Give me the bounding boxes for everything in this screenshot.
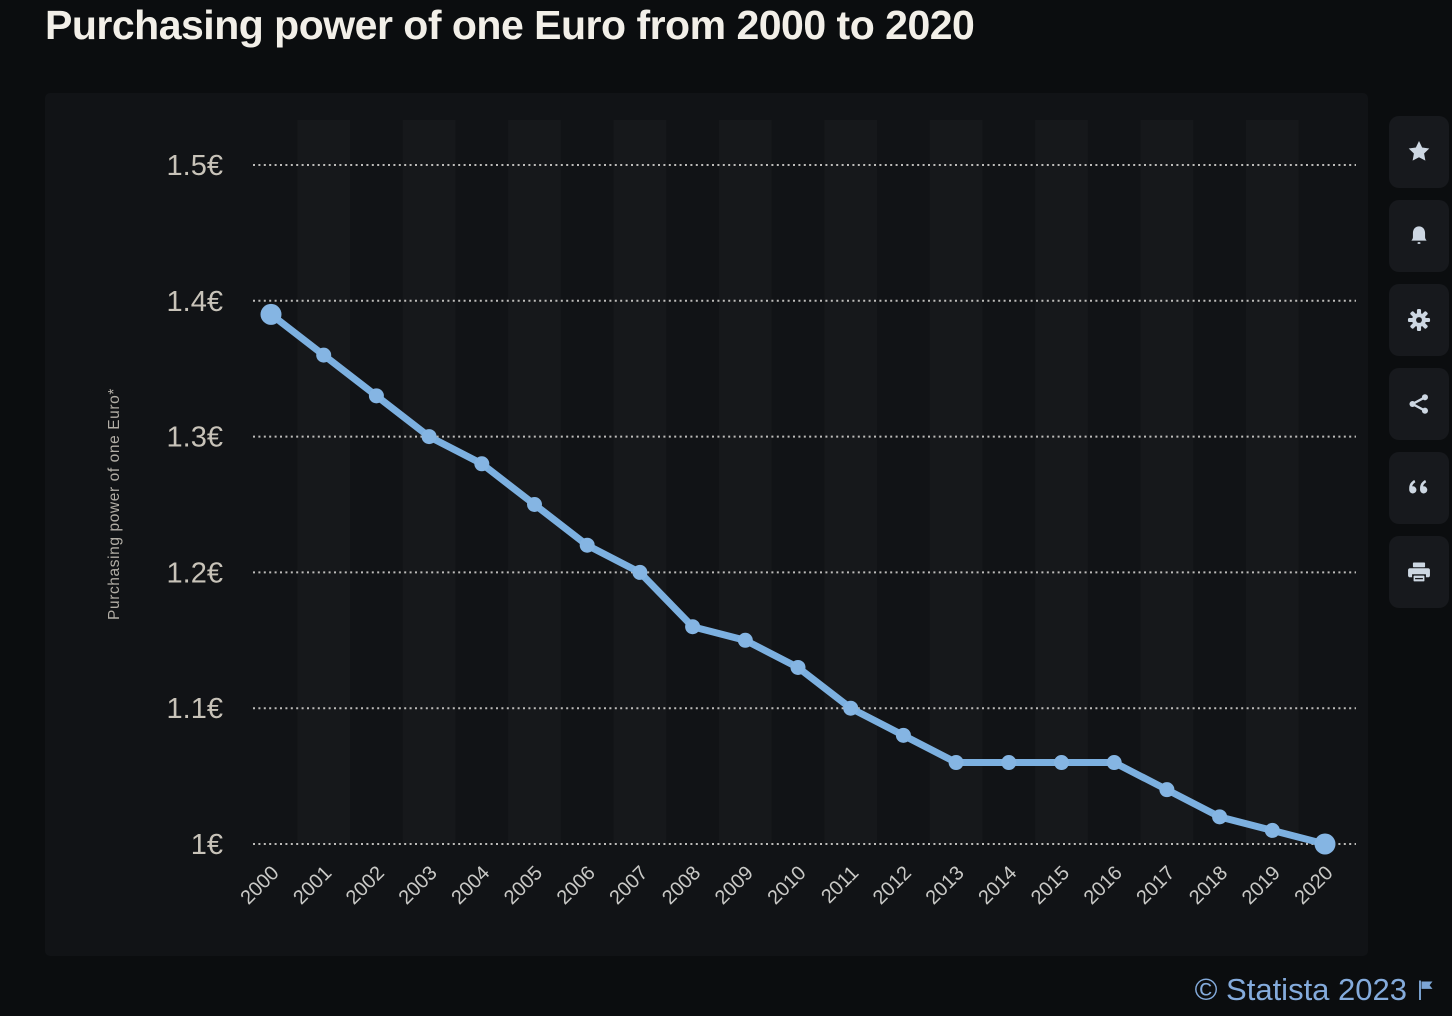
quote-icon bbox=[1409, 479, 1428, 494]
statista-copyright-link[interactable]: © Statista 2023 bbox=[1194, 972, 1407, 1007]
share-button[interactable] bbox=[1389, 368, 1449, 440]
printer-icon bbox=[1408, 562, 1430, 582]
bell-icon bbox=[1411, 226, 1427, 244]
action-sidebar bbox=[1389, 116, 1449, 608]
gear-icon bbox=[1407, 308, 1431, 332]
cite-button[interactable] bbox=[1389, 452, 1449, 524]
settings-button[interactable] bbox=[1389, 284, 1449, 356]
print-button[interactable] bbox=[1389, 536, 1449, 608]
flag-icon[interactable] bbox=[1417, 979, 1436, 1001]
star-icon bbox=[1408, 140, 1430, 161]
chart-panel bbox=[45, 93, 1368, 956]
footer: © Statista 2023 bbox=[1195, 972, 1436, 1008]
page-title: Purchasing power of one Euro from 2000 t… bbox=[45, 2, 975, 48]
notifications-button[interactable] bbox=[1389, 200, 1449, 272]
share-icon bbox=[1409, 394, 1428, 414]
favorite-button[interactable] bbox=[1389, 116, 1449, 188]
